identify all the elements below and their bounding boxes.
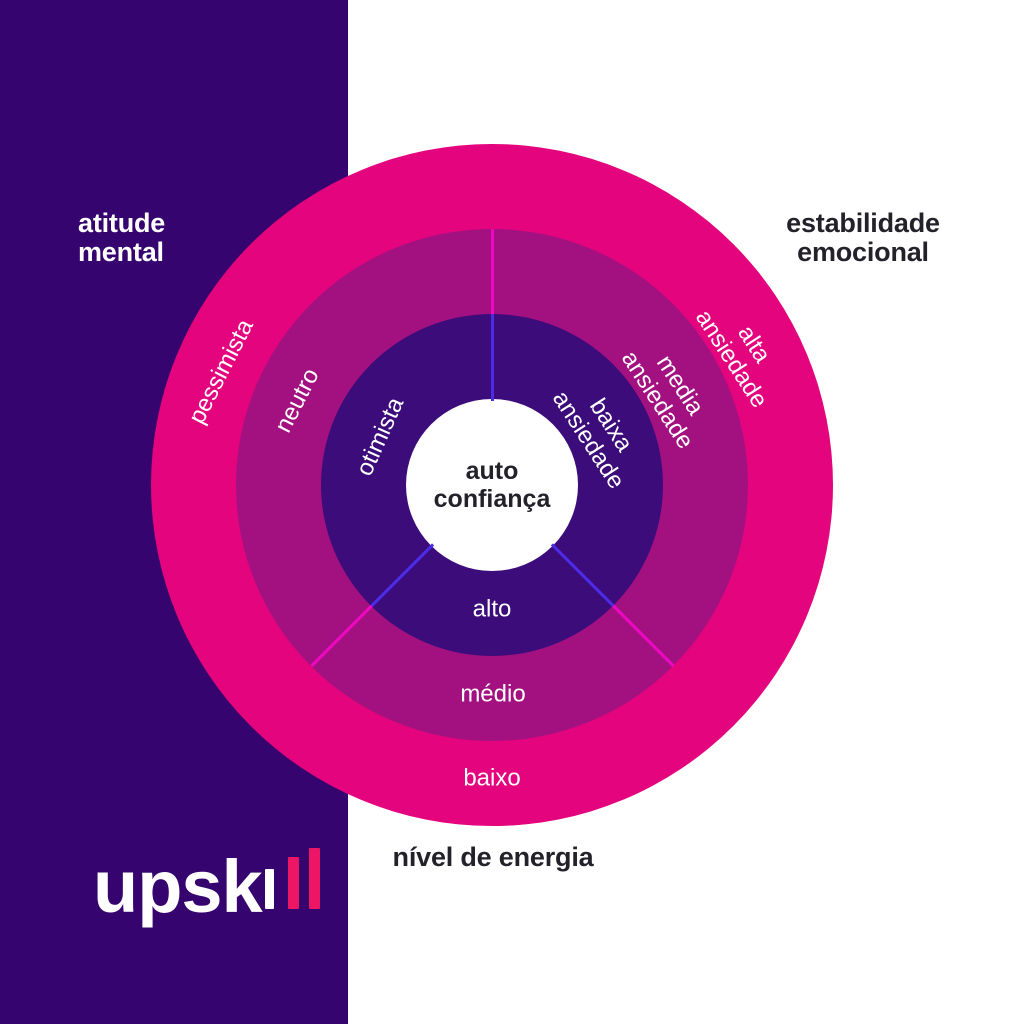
divider-top xyxy=(490,229,494,401)
center-label: auto confiança xyxy=(433,457,551,513)
logo-bar-l2-icon xyxy=(308,848,320,909)
ring-label-alto: alto xyxy=(472,595,512,623)
upskill-logo: upsk xyxy=(93,848,320,924)
logo-bar-l1-icon xyxy=(287,857,299,909)
title-nivel-de-energia: nível de energia xyxy=(392,842,594,872)
logo-bar-i-icon xyxy=(264,869,274,909)
center-hub xyxy=(406,399,578,571)
title-estabilidade-emocional: estabilidade emocional xyxy=(786,208,940,268)
ring-label-baixo: baixo xyxy=(463,764,521,792)
ring-label-medio: médio xyxy=(460,680,526,708)
title-atitude-mental: atitude mental xyxy=(78,208,166,268)
logo-word: upsk xyxy=(93,845,263,928)
